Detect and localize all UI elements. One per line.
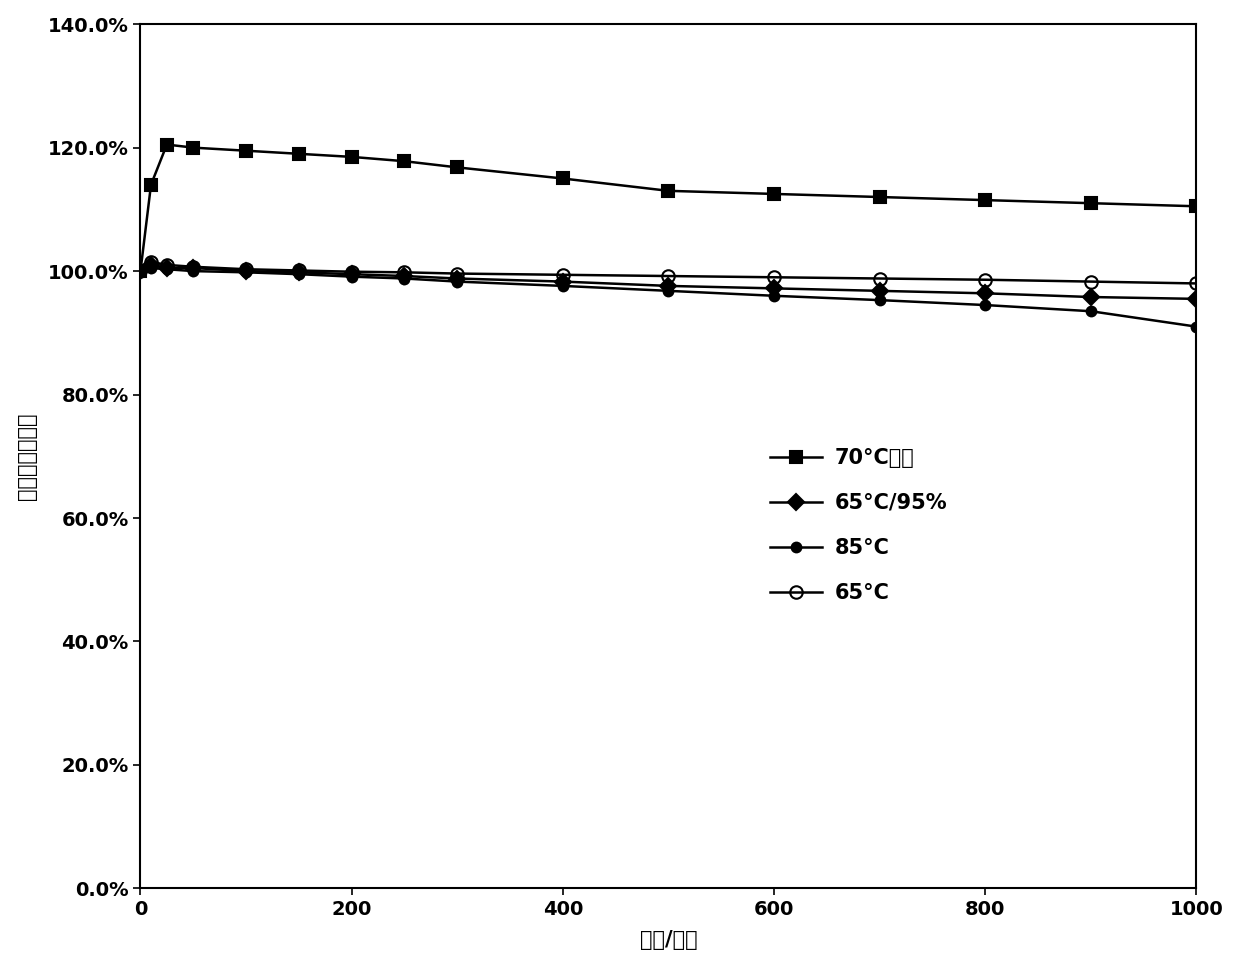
85°C — [238, 267, 253, 278]
85°C — [556, 280, 570, 292]
65°C — [872, 273, 887, 284]
65°C/95% — [766, 282, 781, 294]
65°C — [238, 263, 253, 275]
65°C/95% — [186, 262, 201, 274]
70°C光照 — [186, 142, 201, 154]
70°C光照 — [450, 161, 465, 173]
70°C光照 — [291, 148, 306, 160]
65°C/95% — [556, 276, 570, 287]
65°C — [661, 270, 676, 281]
85°C — [978, 299, 993, 310]
85°C — [450, 276, 465, 287]
85°C — [1084, 306, 1099, 317]
85°C — [160, 263, 175, 275]
X-axis label: 时间/小时: 时间/小时 — [640, 930, 697, 951]
65°C/95% — [978, 287, 993, 299]
70°C光照 — [144, 179, 159, 190]
65°C/95% — [450, 273, 465, 284]
65°C/95% — [144, 259, 159, 271]
65°C — [766, 272, 781, 283]
65°C/95% — [661, 280, 676, 292]
70°C光照 — [345, 151, 360, 162]
85°C — [291, 269, 306, 280]
65°C/95% — [238, 265, 253, 277]
70°C光照 — [133, 265, 148, 277]
Line: 70°C光照: 70°C光照 — [134, 138, 1203, 278]
70°C光照 — [397, 156, 412, 167]
65°C/95% — [345, 269, 360, 280]
65°C — [1189, 278, 1204, 289]
65°C/95% — [133, 265, 148, 277]
85°C — [397, 273, 412, 284]
70°C光照 — [661, 185, 676, 196]
65°C — [133, 265, 148, 277]
65°C — [160, 259, 175, 271]
Legend: 70°C光照, 65°C/95%, 85°C, 65°C: 70°C光照, 65°C/95%, 85°C, 65°C — [753, 431, 963, 620]
70°C光照 — [1084, 197, 1099, 209]
65°C — [186, 261, 201, 273]
65°C/95% — [397, 270, 412, 281]
65°C — [144, 256, 159, 268]
65°C — [397, 267, 412, 278]
65°C — [291, 265, 306, 277]
70°C光照 — [1189, 200, 1204, 212]
70°C光照 — [556, 173, 570, 185]
85°C — [186, 265, 201, 277]
85°C — [872, 294, 887, 306]
65°C/95% — [872, 285, 887, 297]
85°C — [661, 285, 676, 297]
85°C — [133, 265, 148, 277]
Line: 85°C: 85°C — [135, 263, 1202, 332]
Y-axis label: 效率相对变化率: 效率相对变化率 — [16, 413, 37, 500]
65°C — [978, 274, 993, 285]
70°C光照 — [978, 194, 993, 206]
65°C — [556, 269, 570, 280]
85°C — [144, 262, 159, 274]
85°C — [766, 290, 781, 302]
65°C — [1084, 276, 1099, 287]
85°C — [1189, 321, 1204, 333]
Line: 65°C/95%: 65°C/95% — [135, 259, 1202, 305]
70°C光照 — [766, 189, 781, 200]
70°C光照 — [872, 191, 887, 203]
65°C/95% — [291, 267, 306, 278]
70°C光照 — [238, 145, 253, 157]
65°C/95% — [1084, 291, 1099, 303]
65°C/95% — [1189, 293, 1204, 305]
65°C — [345, 266, 360, 278]
70°C光照 — [160, 138, 175, 150]
85°C — [345, 271, 360, 282]
65°C — [450, 268, 465, 279]
Line: 65°C: 65°C — [134, 255, 1203, 290]
65°C/95% — [160, 262, 175, 274]
